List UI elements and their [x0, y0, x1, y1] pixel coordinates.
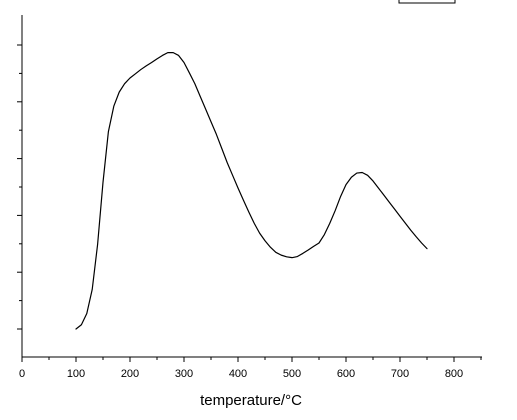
series-line: [75, 52, 428, 330]
x-tick-label: 600: [337, 368, 355, 380]
x-tick-label: 700: [391, 368, 409, 380]
legend-box: [398, 0, 456, 4]
x-tick-label: 800: [445, 368, 463, 380]
x-tick-label: 500: [283, 368, 301, 380]
x-axis-ticks: [21, 357, 482, 362]
x-tick-label: 100: [67, 368, 85, 380]
x-tick-label: 0: [19, 368, 25, 380]
x-tick-label: 200: [121, 368, 139, 380]
x-axis-tick-labels: 0 100 200 300 400 500 600 700 800: [19, 368, 463, 380]
y-axis-ticks: [17, 44, 22, 330]
x-tick-label: 300: [175, 368, 193, 380]
x-axis-title: temperature/°C: [200, 392, 302, 409]
x-tick-label: 400: [229, 368, 247, 380]
